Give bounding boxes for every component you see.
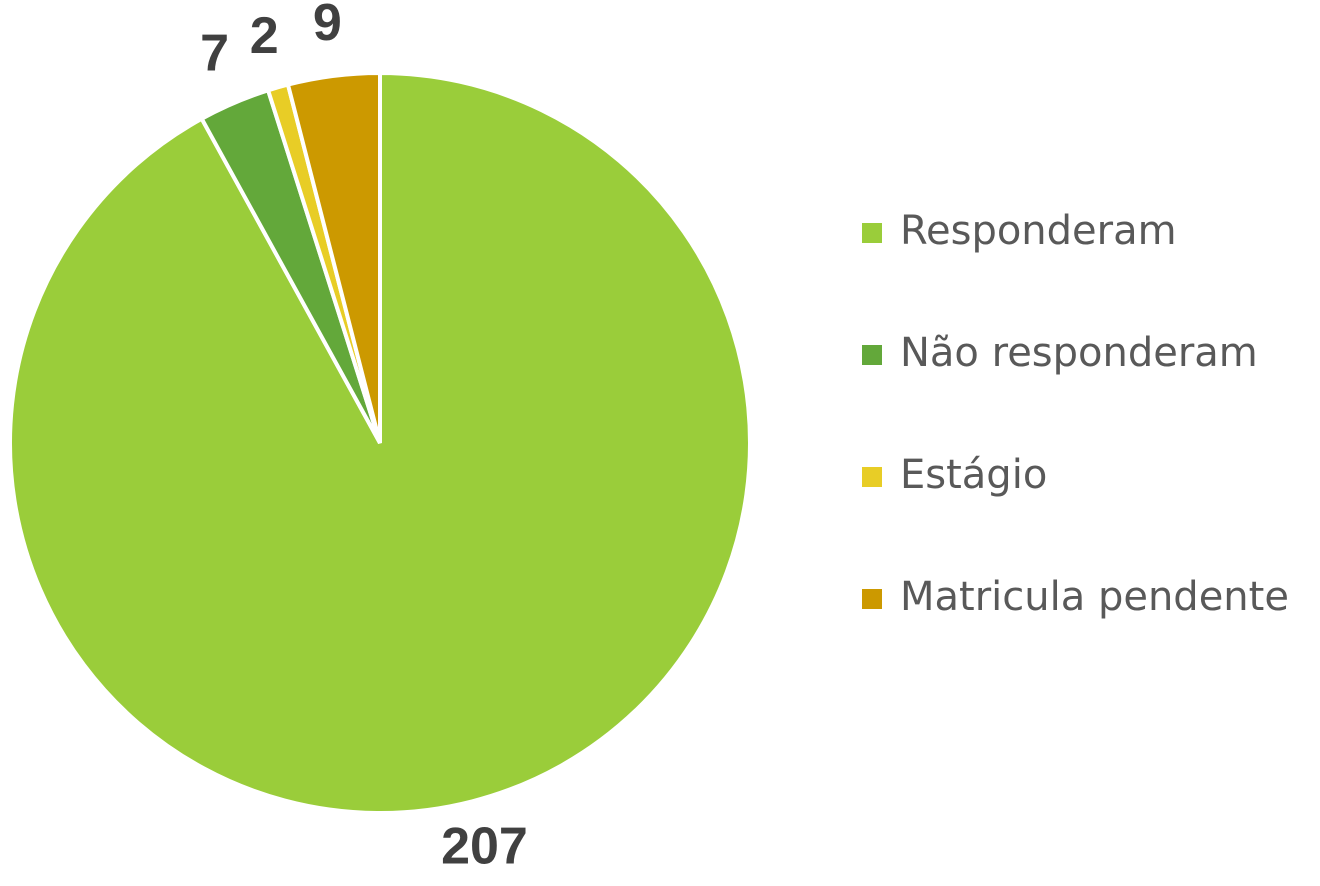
legend-swatch	[862, 467, 882, 487]
value-label: 207	[441, 818, 528, 876]
pie-slice	[285, 70, 382, 444]
legend-swatch	[862, 589, 882, 609]
legend-label: Responderam	[900, 208, 1177, 254]
value-label: 2	[250, 7, 279, 65]
legend-swatch	[862, 223, 882, 243]
legend-label: Matricula pendente	[900, 574, 1289, 620]
legend-swatch	[862, 345, 882, 365]
legend-label: Estágio	[900, 452, 1047, 498]
value-label: 7	[200, 25, 229, 83]
legend-label: Não responderam	[900, 330, 1258, 376]
value-label: 9	[313, 0, 342, 52]
